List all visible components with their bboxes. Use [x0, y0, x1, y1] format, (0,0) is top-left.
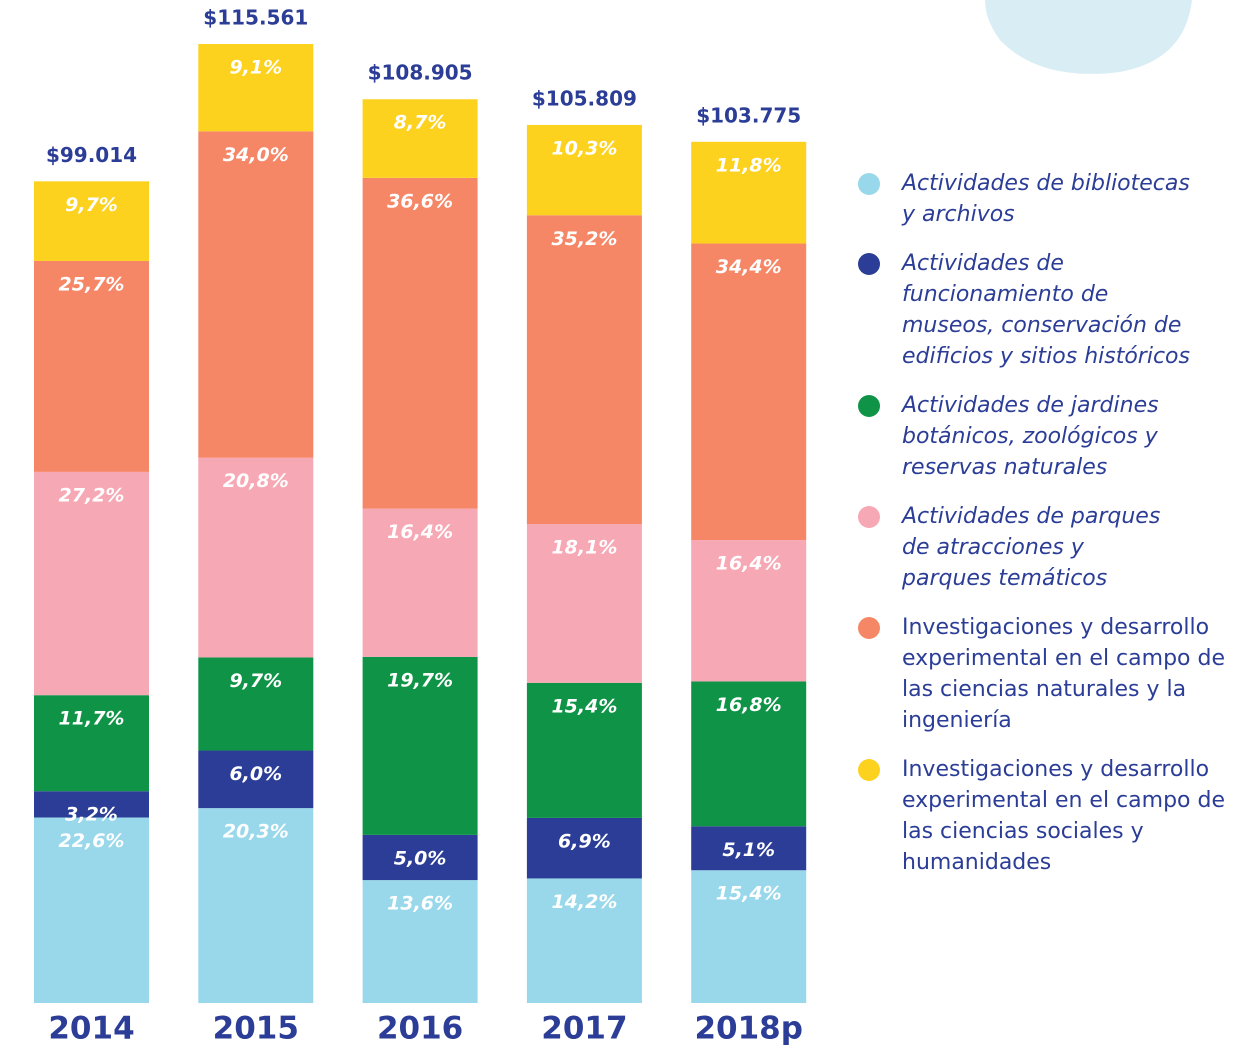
legend-label: Investigaciones y desarrollo experimenta…: [902, 615, 1225, 733]
legend-item: Actividades de parques de atracciones y …: [858, 501, 1162, 594]
legend-label: Actividades de parques de atracciones y …: [902, 504, 1161, 591]
x-tick-label: 2018p: [694, 1011, 802, 1047]
data-label: 15,4%: [716, 883, 782, 905]
data-label: 5,1%: [722, 839, 775, 861]
x-tick-label: 2015: [213, 1011, 299, 1047]
bar-segment: [526, 682, 642, 818]
legend-label: Investigaciones y desarrollo experimenta…: [902, 757, 1225, 875]
bar-segment: [691, 540, 807, 682]
data-label: 16,4%: [716, 553, 782, 575]
bar-segment: [362, 656, 478, 835]
total-label: $115.561: [203, 6, 308, 30]
legend-item: Actividades de funcionamiento de museos,…: [858, 248, 1202, 372]
bar-segment: [198, 131, 314, 458]
legend-item: Investigaciones y desarrollo experimenta…: [858, 612, 1243, 736]
data-label: 18,1%: [551, 537, 617, 559]
bar-segment: [362, 880, 478, 1003]
data-label: 6,9%: [558, 830, 611, 852]
x-tick-label: 2016: [377, 1011, 463, 1047]
bar-segment: [691, 243, 807, 541]
data-label: 9,1%: [229, 57, 282, 79]
data-label: 20,8%: [223, 470, 289, 492]
legend-label: Actividades de funcionamiento de museos,…: [902, 251, 1190, 369]
bar-segment: [198, 657, 314, 751]
bar-segment: [34, 791, 149, 818]
data-label: 8,7%: [394, 112, 447, 134]
bar-segment: [198, 44, 314, 132]
data-label: 13,6%: [387, 893, 453, 915]
bar-segment: [526, 817, 642, 879]
bar-segment: [526, 215, 642, 525]
bar-segment: [34, 260, 149, 472]
data-label: 34,0%: [223, 144, 289, 166]
legend-item: Investigaciones y desarrollo experimenta…: [858, 754, 1243, 878]
legend-item: Actividades de jardines botánicos, zooló…: [858, 390, 1202, 483]
bar-segment: [198, 808, 314, 1003]
bar-segment: [691, 141, 807, 244]
bar-segment: [362, 177, 478, 509]
bar-segment: [34, 471, 149, 696]
data-label: 6,0%: [229, 763, 282, 785]
data-label: 15,4%: [551, 695, 617, 717]
bar-segment: [362, 99, 478, 178]
data-label: 16,8%: [716, 694, 782, 716]
legend-swatch: [858, 617, 880, 639]
total-label: $105.809: [532, 86, 637, 110]
total-label: $108.905: [368, 61, 473, 85]
data-label: 36,6%: [387, 190, 453, 212]
bar-segment: [362, 834, 478, 881]
bar-segment: [691, 681, 807, 827]
bar-segment: [198, 457, 314, 658]
data-label: 11,8%: [716, 154, 782, 176]
data-label: 9,7%: [65, 194, 118, 216]
data-label: 14,2%: [551, 891, 617, 913]
bar-segment: [362, 508, 478, 657]
bar-segment: [526, 124, 642, 216]
legend-swatch: [858, 395, 880, 417]
data-label: 20,3%: [223, 821, 289, 843]
data-label: 19,7%: [387, 669, 453, 691]
data-label: 5,0%: [394, 847, 447, 869]
bar-segment: [34, 817, 149, 1003]
bar-segment: [198, 750, 314, 809]
data-label: 35,2%: [551, 228, 617, 250]
data-label: 16,4%: [387, 521, 453, 543]
legend-swatch: [858, 506, 880, 528]
x-tick-label: 2017: [541, 1011, 627, 1047]
bar-segment: [526, 878, 642, 1003]
legend-swatch: [858, 253, 880, 275]
data-label: 10,3%: [551, 137, 617, 159]
legend: Actividades de bibliotecas y archivos Act…: [858, 168, 1243, 896]
legend-label: Actividades de bibliotecas y archivos: [902, 171, 1190, 227]
legend-swatch: [858, 173, 880, 195]
legend-item: Actividades de bibliotecas y archivos: [858, 168, 1202, 230]
legend-swatch: [858, 759, 880, 781]
data-label: 11,7%: [59, 708, 125, 730]
data-label: 25,7%: [59, 273, 125, 295]
legend-label: Actividades de jardines botánicos, zooló…: [902, 393, 1159, 480]
bar-segment: [526, 524, 642, 683]
data-label: 34,4%: [716, 256, 782, 278]
data-label: 9,7%: [229, 670, 282, 692]
decoration: [985, 0, 1192, 74]
x-tick-label: 2014: [48, 1011, 134, 1047]
total-label: $99.014: [46, 143, 137, 167]
bar-segment: [691, 870, 807, 1003]
data-label: 22,6%: [59, 830, 125, 852]
bar-segment: [34, 695, 149, 792]
bar-segment: [34, 181, 149, 261]
bar-segment: [691, 826, 807, 871]
data-label: 27,2%: [59, 484, 125, 506]
total-label: $103.775: [696, 103, 801, 127]
data-label: 3,2%: [65, 804, 118, 826]
